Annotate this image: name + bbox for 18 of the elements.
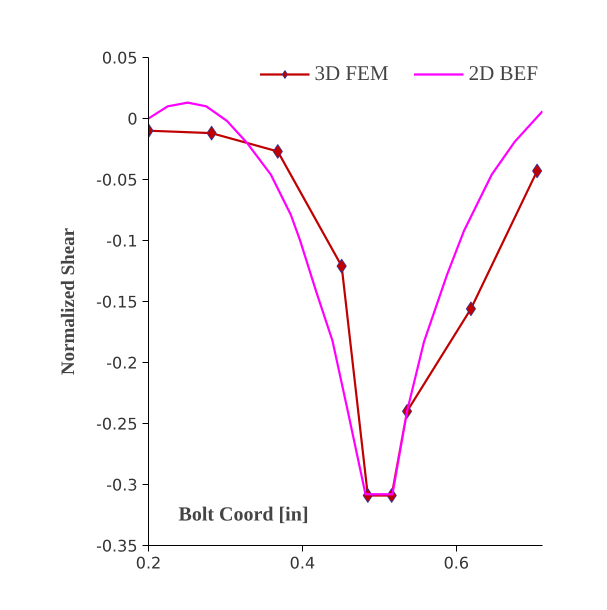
y-tick-label: -0.05	[96, 170, 138, 190]
x-tick-label: 0.2	[136, 554, 162, 572]
y-tick-label: -0.2	[106, 354, 138, 372]
y-tick-label: -0.1	[106, 232, 138, 250]
legend-label: 3D FEM	[314, 61, 389, 86]
y-tick-label: -0.15	[96, 292, 138, 312]
x-axis-title: Bolt Coord [in]	[178, 504, 308, 526]
y-tick-label: 0.05	[102, 48, 138, 68]
y-tick-label: -0.3	[106, 476, 138, 494]
point	[272, 144, 283, 159]
legend-label: 2D BEF	[468, 61, 538, 86]
x-tick-label: 0.4	[290, 554, 316, 572]
point	[532, 164, 542, 178]
y-axis-title: Normalized Shear	[58, 227, 80, 376]
x-tick-label: 0.6	[444, 554, 470, 572]
y-tick-label: 0	[127, 110, 138, 128]
y-tick-label: -0.25	[96, 414, 138, 434]
y-tick-label: -0.35	[96, 536, 138, 556]
